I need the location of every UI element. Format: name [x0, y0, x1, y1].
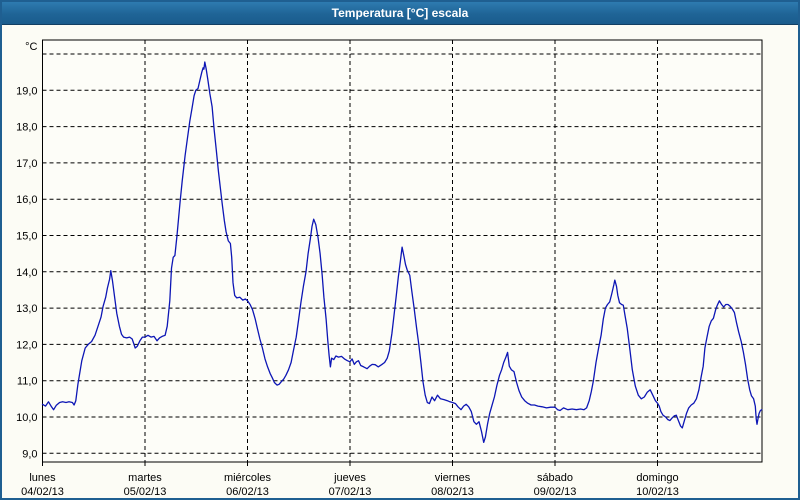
- day-label: miércoles: [224, 472, 272, 484]
- date-label: 08/02/13: [431, 486, 474, 498]
- day-label: domingo: [636, 472, 678, 484]
- temperature-line: [41, 61, 763, 444]
- y-tick-label: 12,0: [16, 339, 37, 351]
- day-label: martes: [128, 472, 162, 484]
- y-tick-label: 13,0: [16, 303, 37, 315]
- y-tick-label: 15,0: [16, 231, 37, 243]
- y-tick-label: 9,0: [22, 448, 37, 460]
- title-bar: Temperatura [°C] escala: [2, 2, 798, 25]
- date-label: 04/02/13: [21, 486, 64, 498]
- window-title: Temperatura [°C] escala: [331, 6, 469, 20]
- y-tick-label: 19,0: [16, 85, 37, 97]
- day-label: sábado: [537, 472, 573, 484]
- y-tick-label: 18,0: [16, 122, 37, 134]
- date-label: 09/02/13: [534, 486, 577, 498]
- y-tick-label: 11,0: [17, 376, 38, 388]
- y-tick-label: 17,0: [16, 158, 37, 170]
- date-label: 07/02/13: [329, 486, 372, 498]
- date-label: 06/02/13: [226, 486, 269, 498]
- y-axis-unit-label: °C: [25, 41, 37, 53]
- date-label: 10/02/13: [636, 486, 679, 498]
- day-label: viernes: [435, 472, 471, 484]
- y-tick-label: 10,0: [16, 412, 37, 424]
- day-label: jueves: [333, 472, 366, 484]
- day-label: lunes: [29, 472, 56, 484]
- date-label: 05/02/13: [124, 486, 167, 498]
- y-tick-label: 14,0: [16, 267, 37, 279]
- y-tick-label: 16,0: [16, 194, 37, 206]
